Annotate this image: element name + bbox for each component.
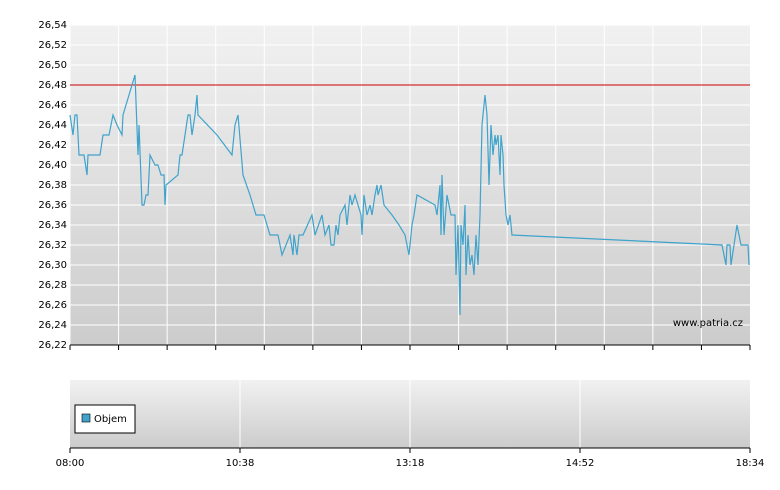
x-tick-label: 18:34 — [736, 458, 765, 469]
y-tick-label: 26,28 — [38, 280, 67, 291]
y-tick-label: 26,30 — [38, 260, 67, 271]
y-tick-label: 26,40 — [38, 160, 67, 171]
y-tick-label: 26,34 — [38, 220, 67, 231]
y-tick-label: 26,44 — [38, 120, 67, 131]
y-tick-label: 26,54 — [38, 20, 67, 31]
y-tick-label: 26,48 — [38, 80, 67, 91]
y-tick-label: 26,24 — [38, 320, 67, 331]
legend-swatch — [81, 413, 91, 423]
x-tick-label: 10:38 — [226, 458, 255, 469]
legend-label: Objem — [94, 414, 127, 425]
y-tick-label: 26,22 — [38, 340, 67, 351]
y-tick-label: 26,50 — [38, 60, 67, 71]
y-tick-label: 26,26 — [38, 300, 67, 311]
x-tick-label: 14:52 — [566, 458, 595, 469]
price-line — [69, 74, 750, 316]
watermark: www.patria.cz — [673, 318, 743, 329]
y-tick-label: 26,36 — [38, 200, 67, 211]
y-tick-label: 26,46 — [38, 100, 67, 111]
x-tick-label: 08:00 — [56, 458, 85, 469]
y-tick-label: 26,32 — [38, 240, 67, 251]
x-tick-label: 13:18 — [396, 458, 425, 469]
y-tick-label: 26,52 — [38, 40, 67, 51]
y-tick-label: 26,38 — [38, 180, 67, 191]
y-tick-label: 26,42 — [38, 140, 67, 151]
